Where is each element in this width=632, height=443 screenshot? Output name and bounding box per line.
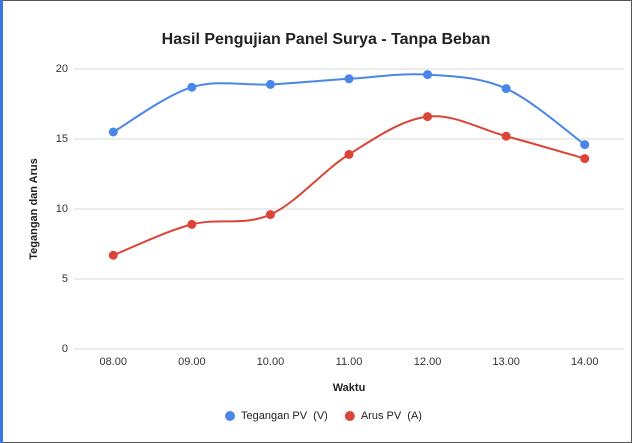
x-axis-label: Waktu (333, 382, 366, 394)
y-tick-label: 10 (56, 203, 68, 215)
y-tick-label: 20 (56, 63, 68, 75)
x-tick-label: 14.00 (571, 356, 599, 368)
data-point (423, 112, 433, 122)
y-tick-label: 5 (62, 273, 68, 285)
data-point (108, 250, 118, 260)
data-point (501, 131, 511, 141)
frame-edge (0, 0, 3, 443)
data-point (265, 210, 275, 220)
legend-label: Tegangan PV (V) (241, 410, 328, 422)
x-tick-label: 08.00 (100, 356, 128, 368)
data-point (344, 74, 354, 84)
y-tick-label: 15 (56, 133, 68, 145)
data-point (187, 82, 197, 92)
y-axis-label: Tegangan dan Arus (28, 158, 40, 259)
data-point (501, 84, 511, 94)
data-point (580, 154, 590, 164)
x-tick-label: 11.00 (336, 356, 363, 368)
data-point (344, 149, 354, 159)
data-point (265, 79, 275, 89)
chart-title: Hasil Pengujian Panel Surya - Tanpa Beba… (162, 31, 491, 48)
x-tick-label: 10.00 (257, 356, 285, 368)
data-point (423, 70, 433, 80)
data-point (580, 140, 590, 150)
data-point (187, 219, 197, 229)
legend-label: Arus PV (A) (361, 410, 422, 422)
data-point (108, 127, 118, 137)
legend-marker (344, 411, 355, 421)
legend-marker (225, 411, 235, 421)
x-tick-label: 09.00 (178, 356, 206, 368)
y-tick-label: 0 (62, 343, 68, 355)
x-tick-label: 13.00 (492, 356, 520, 368)
x-tick-label: 12.00 (414, 356, 442, 368)
